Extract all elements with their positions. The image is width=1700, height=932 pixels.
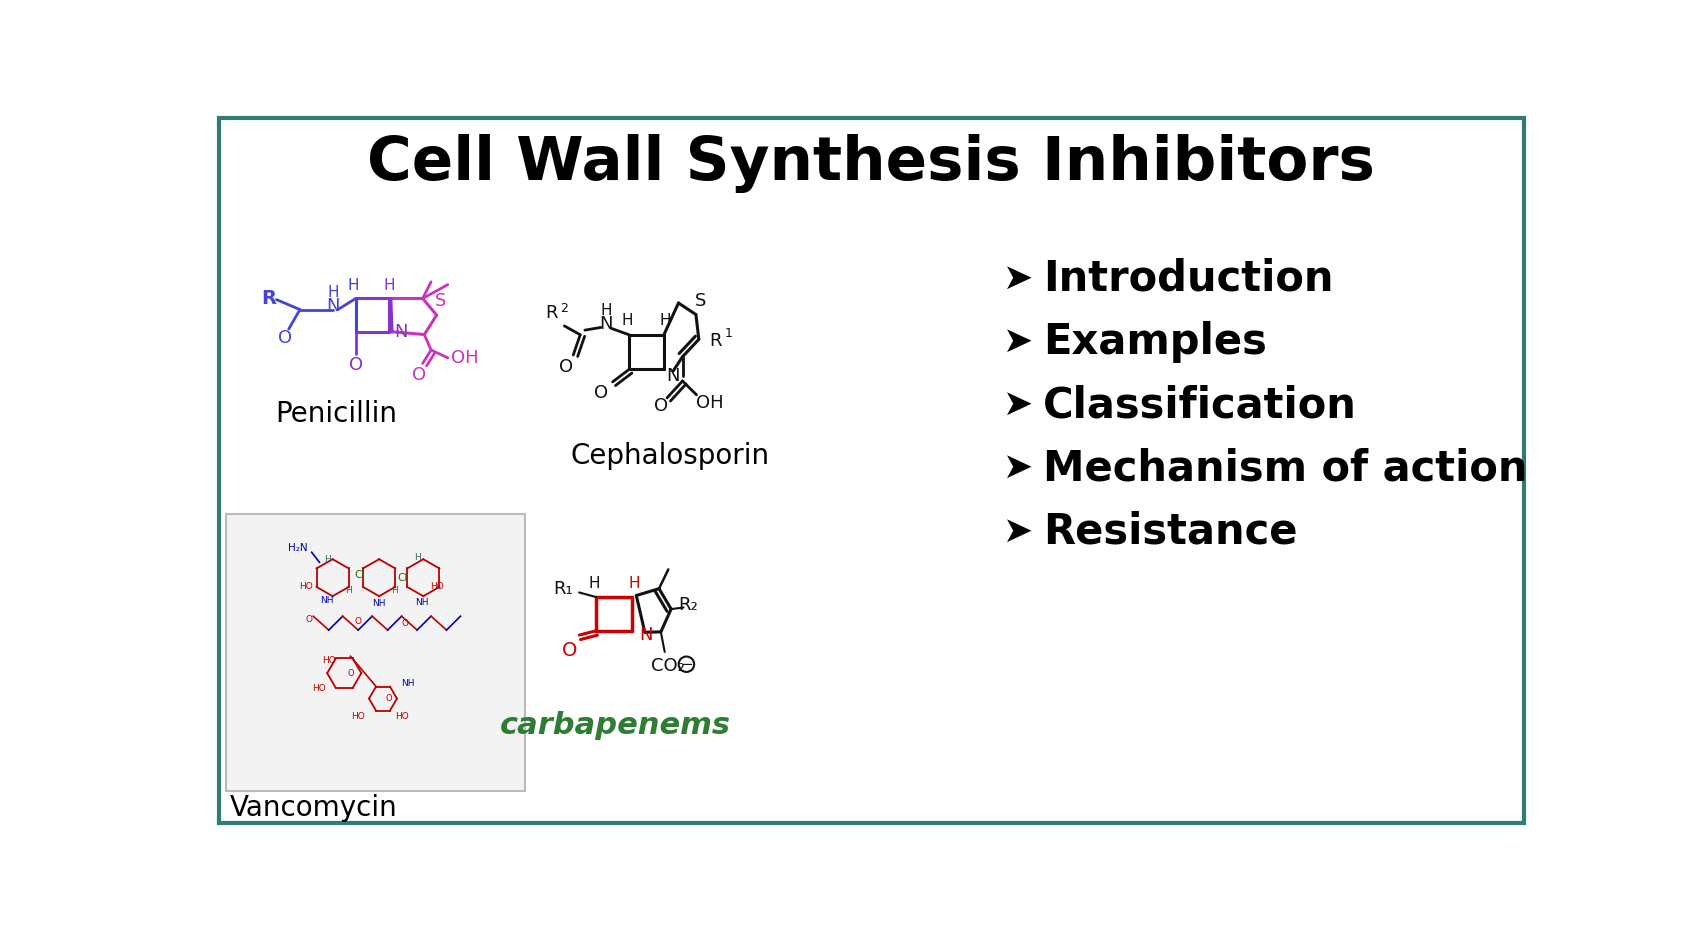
Text: H: H xyxy=(323,555,330,565)
Text: N: N xyxy=(666,366,680,385)
Text: O: O xyxy=(401,620,408,628)
Text: H: H xyxy=(347,278,359,293)
Text: H: H xyxy=(629,576,639,591)
Text: O: O xyxy=(348,356,362,375)
Text: HO: HO xyxy=(352,712,366,720)
Text: ➤: ➤ xyxy=(1003,325,1034,359)
Text: O: O xyxy=(654,397,668,415)
Text: R: R xyxy=(709,332,722,350)
Text: R: R xyxy=(546,304,558,322)
Text: ➤: ➤ xyxy=(1003,262,1034,296)
Text: O: O xyxy=(561,641,576,660)
Text: H: H xyxy=(415,554,422,562)
Text: O: O xyxy=(347,668,354,678)
Text: Classification: Classification xyxy=(1044,384,1357,426)
Text: H: H xyxy=(600,303,612,318)
Text: H: H xyxy=(384,278,394,293)
Text: NH: NH xyxy=(401,678,415,688)
Text: Resistance: Resistance xyxy=(1044,511,1297,553)
Text: ➤: ➤ xyxy=(1003,451,1034,486)
Text: O: O xyxy=(306,615,313,624)
Text: N: N xyxy=(600,315,614,334)
Text: H₂N: H₂N xyxy=(287,543,308,554)
Text: Vancomycin: Vancomycin xyxy=(230,794,398,822)
Text: CO₂: CO₂ xyxy=(651,657,685,675)
Text: R₂: R₂ xyxy=(678,596,699,614)
Text: H: H xyxy=(660,313,672,328)
Text: NH: NH xyxy=(320,596,333,605)
Text: Cephalosporin: Cephalosporin xyxy=(570,442,770,470)
Text: NH: NH xyxy=(415,597,428,607)
Text: H: H xyxy=(588,576,600,591)
Text: 2: 2 xyxy=(561,302,568,315)
Text: O: O xyxy=(411,366,427,384)
Text: O: O xyxy=(355,617,362,626)
Text: Penicillin: Penicillin xyxy=(275,400,398,428)
Text: R₁: R₁ xyxy=(554,581,573,598)
Text: carbapenems: carbapenems xyxy=(500,711,731,740)
Text: O: O xyxy=(386,694,393,703)
Text: Cl: Cl xyxy=(398,572,408,582)
Text: N: N xyxy=(394,322,408,341)
Text: O: O xyxy=(593,385,609,403)
Text: N: N xyxy=(326,296,340,315)
Text: H: H xyxy=(391,586,398,596)
Text: H: H xyxy=(622,313,634,328)
Text: O: O xyxy=(559,358,573,377)
Text: H: H xyxy=(328,285,338,300)
Text: 1: 1 xyxy=(724,327,733,340)
Text: OH: OH xyxy=(450,349,479,367)
Text: S: S xyxy=(695,292,706,309)
Text: ➤: ➤ xyxy=(1003,389,1034,422)
Text: NH: NH xyxy=(372,599,386,609)
Text: Cl: Cl xyxy=(355,570,366,581)
Text: N: N xyxy=(639,626,653,644)
Text: Examples: Examples xyxy=(1044,321,1266,363)
Text: ➤: ➤ xyxy=(1003,514,1034,549)
Text: Introduction: Introduction xyxy=(1044,258,1334,300)
Text: HO: HO xyxy=(299,582,313,592)
Text: HO: HO xyxy=(321,655,335,665)
Text: HO: HO xyxy=(396,712,410,720)
Text: OH: OH xyxy=(695,393,724,412)
Text: H: H xyxy=(345,586,352,596)
Text: HO: HO xyxy=(313,684,326,693)
Text: R: R xyxy=(262,289,277,308)
Text: S: S xyxy=(435,293,445,310)
Text: O: O xyxy=(277,329,292,348)
Text: HO: HO xyxy=(430,582,444,592)
Text: −: − xyxy=(680,657,694,672)
Text: Mechanism of action: Mechanism of action xyxy=(1044,447,1528,489)
Text: Cell Wall Synthesis Inhibitors: Cell Wall Synthesis Inhibitors xyxy=(367,134,1375,193)
Bar xyxy=(226,514,525,791)
